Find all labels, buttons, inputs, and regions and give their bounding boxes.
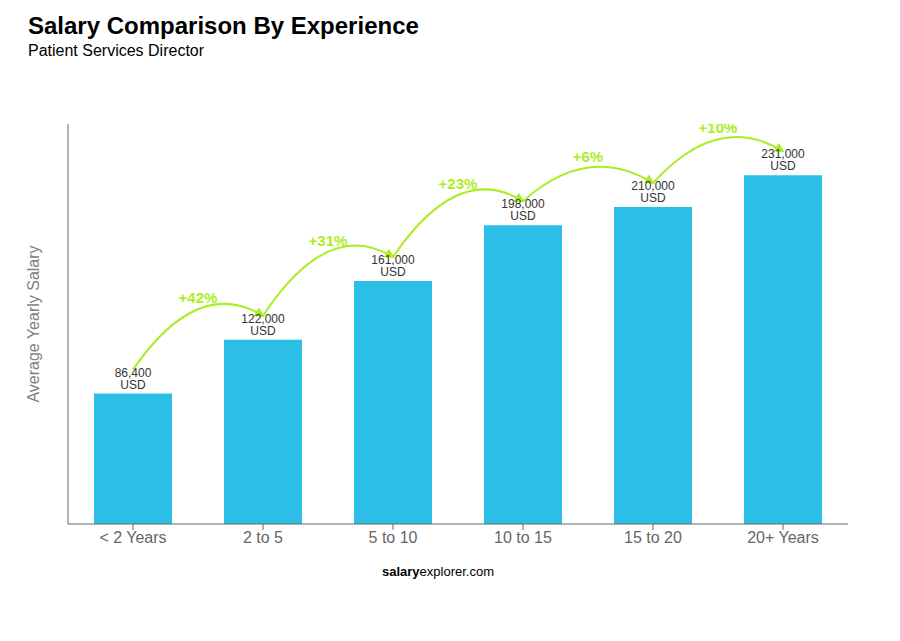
svg-text:+42%: +42%	[179, 289, 218, 306]
svg-text:< 2 Years: < 2 Years	[99, 529, 166, 546]
svg-text:+23%: +23%	[439, 175, 478, 192]
svg-text:5 to 10: 5 to 10	[369, 529, 418, 546]
svg-text:161,000USD: 161,000USD	[371, 253, 415, 279]
svg-text:86,400USD: 86,400USD	[115, 366, 152, 392]
svg-text:2 to 5: 2 to 5	[243, 529, 283, 546]
svg-text:+6%: +6%	[573, 148, 603, 165]
svg-text:10 to 15: 10 to 15	[494, 529, 552, 546]
svg-text:198,000USD: 198,000USD	[501, 197, 545, 223]
html-text:Salary Comparison By Experienc: Salary Comparison By Experience	[28, 12, 419, 39]
html-text:Patient Services Director: Patient Services Director	[28, 42, 205, 59]
svg-text:122,000USD: 122,000USD	[241, 312, 285, 338]
svg-text:210,000USD: 210,000USD	[631, 179, 675, 205]
svg-text:+31%: +31%	[309, 232, 348, 249]
svg-text:20+ Years: 20+ Years	[747, 529, 819, 546]
svg-text:+10%: +10%	[699, 124, 738, 136]
svg-text:231,000USD: 231,000USD	[761, 147, 805, 173]
svg-text:Average Yearly Salary: Average Yearly Salary	[25, 245, 42, 402]
svg-text:15 to 20: 15 to 20	[624, 529, 682, 546]
html-text:salary explorer.com: salary explorer.com	[382, 564, 494, 579]
